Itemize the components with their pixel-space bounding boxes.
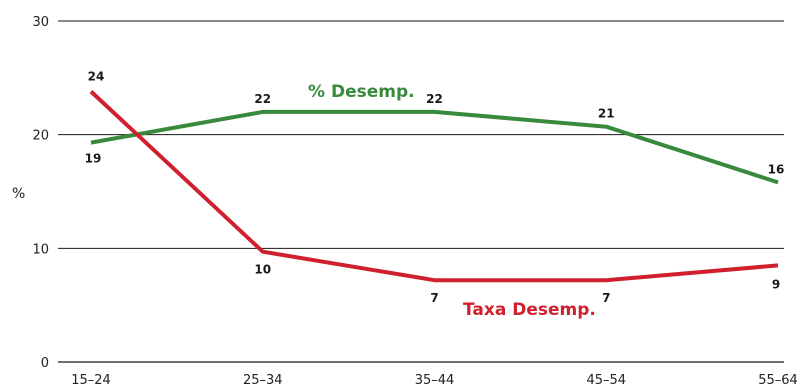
data-label: 9 <box>772 277 780 291</box>
series-lines <box>89 90 779 283</box>
data-labels: 19 22 22 21 16 24 10 7 7 9 <box>85 69 785 305</box>
series-label-pct-desemp: % Desemp. <box>308 82 415 102</box>
x-tick-label: 25–34 <box>243 373 283 388</box>
y-axis-ticks: 0 10 20 30 <box>32 15 49 371</box>
data-label: 7 <box>602 291 610 305</box>
y-tick-label: 30 <box>32 15 49 30</box>
data-label: 21 <box>598 107 615 121</box>
x-tick-label: 45–54 <box>586 373 626 388</box>
y-tick-label: 10 <box>32 242 49 257</box>
data-label: 24 <box>88 69 105 83</box>
series-line-pct-desemp <box>90 109 779 185</box>
x-tick-label: 35–44 <box>415 373 455 388</box>
data-label: 16 <box>768 162 785 176</box>
data-label: 7 <box>430 291 438 305</box>
y-axis-label: % <box>12 186 25 202</box>
y-tick-label: 20 <box>32 129 49 144</box>
data-label: 22 <box>254 92 271 106</box>
x-tick-label: 55–64 <box>758 373 798 388</box>
series-labels: % Desemp. Taxa Desemp. <box>308 82 596 320</box>
y-tick-label: 0 <box>41 356 49 371</box>
x-axis-ticks: 15–24 25–34 35–44 45–54 55–64 <box>71 373 798 388</box>
x-tick-label: 15–24 <box>71 373 111 388</box>
data-label: 19 <box>85 152 102 166</box>
series-label-taxa-desemp: Taxa Desemp. <box>463 300 596 320</box>
series-line-taxa-desemp <box>89 90 779 283</box>
data-label: 10 <box>254 263 271 277</box>
gridlines <box>58 20 784 363</box>
data-label: 22 <box>426 92 443 106</box>
